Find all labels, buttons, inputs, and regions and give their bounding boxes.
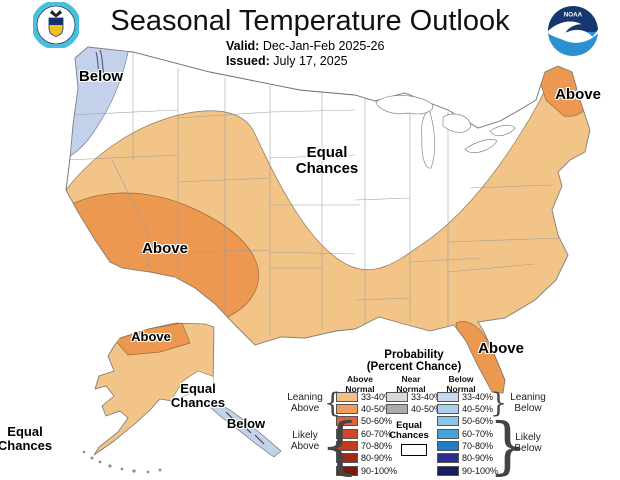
legend-row: 70-80% xyxy=(437,441,498,452)
legend-row: 40-50% xyxy=(386,403,443,414)
legend-equal-chances-swatch xyxy=(401,444,428,457)
seal-eagle-icon xyxy=(50,10,62,18)
legend-title: Probability xyxy=(384,349,444,361)
panhandle-mountains xyxy=(225,411,265,445)
range-label: 90-100% xyxy=(462,465,499,476)
range-label: 60-70% xyxy=(361,428,393,439)
legend-col-below-normal: Below Normal xyxy=(446,374,476,394)
map-label-below-pnw: Below xyxy=(78,68,124,85)
map-label-above-florida: Above xyxy=(478,340,524,357)
swatch-above-50-60 xyxy=(336,416,358,427)
swatch-above-90-100 xyxy=(336,465,358,476)
legend-row: 33-40% xyxy=(437,391,498,402)
legend-col-near-normal: Near Normal xyxy=(396,374,426,394)
swatch-above-70-80 xyxy=(336,441,358,452)
legend-row: 90-100% xyxy=(336,465,398,476)
swatch-above-60-70 xyxy=(336,428,358,439)
leaning-above-brace: { xyxy=(324,388,342,419)
valid-line: Valid: Dec-Jan-Feb 2025-26 xyxy=(226,39,384,54)
legend-below-column: 33-40% 40-50% 50-60% 60-70% 70-80% 80-90… xyxy=(437,391,499,479)
legend-row: 70-80% xyxy=(336,441,397,452)
map-label-equal-center: Equal Chances xyxy=(295,144,359,177)
legend-row: 50-60% xyxy=(336,416,397,427)
legend-row: 90-100% xyxy=(437,465,499,476)
legend-row: 50-60% xyxy=(437,416,498,427)
legend-col-above-normal: Above Normal xyxy=(345,374,375,394)
swatch-below-33-40 xyxy=(437,391,459,402)
legend-row: 80-90% xyxy=(437,453,498,464)
page-title: Seasonal Temperature Outlook xyxy=(110,5,510,37)
issued-value: July 17, 2025 xyxy=(273,54,348,68)
alaska-above-33-40 xyxy=(93,322,215,456)
swatch-below-60-70 xyxy=(437,428,459,439)
legend-row: 33-40% xyxy=(336,391,397,402)
noaa-logo-text: NOAA xyxy=(564,12,583,19)
legend-near-column: 33-40% 40-50% Equal Chances xyxy=(386,391,443,457)
likely-above-brace: { xyxy=(320,409,360,480)
legend-row: 80-90% xyxy=(336,453,397,464)
legend-row: 40-50% xyxy=(437,403,498,414)
range-label: 80-90% xyxy=(462,453,494,464)
range-label: 60-70% xyxy=(462,428,494,439)
legend-leaning-above-label: Leaning Above xyxy=(287,392,323,414)
range-label: 50-60% xyxy=(361,416,393,427)
range-label: 80-90% xyxy=(361,453,393,464)
legend-row: 60-70% xyxy=(437,428,498,439)
great-lakes xyxy=(375,95,516,169)
swatch-below-80-90 xyxy=(437,453,459,464)
valid-label: Valid: xyxy=(226,39,260,53)
legend-row: 33-40% xyxy=(386,391,443,402)
legend-likely-below-label: Likely Below xyxy=(514,432,542,454)
legend-row: 40-50% xyxy=(336,403,397,414)
swatch-above-33-40 xyxy=(336,391,358,402)
noaa-logo-icon: NOAA xyxy=(547,5,599,57)
range-label: 40-50% xyxy=(411,403,443,414)
range-label: 70-80% xyxy=(361,441,393,452)
valid-value: Dec-Jan-Feb 2025-26 xyxy=(262,39,385,53)
leaning-below-brace: } xyxy=(490,388,508,419)
noaa-bird-icon xyxy=(547,21,599,43)
map-label-equal-alaska: Equal Chances xyxy=(170,381,226,410)
legend-row: 60-70% xyxy=(336,428,397,439)
range-label: 33-40% xyxy=(411,391,443,402)
range-label: 40-50% xyxy=(462,403,494,414)
state-borders xyxy=(66,52,561,337)
swatch-below-90-100 xyxy=(437,465,459,476)
swatch-below-50-60 xyxy=(437,416,459,427)
puget-sound-detail xyxy=(95,49,107,83)
range-label: 40-50% xyxy=(361,403,393,414)
valid-issued-block: Valid: Dec-Jan-Feb 2025-26 Issued: July … xyxy=(226,39,384,69)
swatch-near-33-40 xyxy=(386,391,408,402)
map-label-above-alaska: Above xyxy=(131,329,171,344)
alaska-above-40-50-north xyxy=(114,323,191,356)
legend-leaning-below-label: Leaning Below xyxy=(510,392,546,414)
range-label: 90-100% xyxy=(361,465,398,476)
issued-line: Issued: July 17, 2025 xyxy=(226,54,384,69)
issued-label: Issued: xyxy=(226,54,270,68)
likely-below-brace: } xyxy=(488,409,528,480)
range-label: 33-40% xyxy=(361,391,393,402)
map-label-above-northeast: Above xyxy=(555,86,601,103)
dept-of-commerce-seal-icon xyxy=(33,2,79,48)
range-label: 50-60% xyxy=(462,416,494,427)
swatch-below-40-50 xyxy=(437,403,459,414)
legend-subtitle: (Percent Chance) xyxy=(366,361,462,373)
swatch-above-80-90 xyxy=(336,453,358,464)
swatch-above-40-50 xyxy=(336,403,358,414)
swatch-near-40-50 xyxy=(386,403,408,414)
swatch-below-70-80 xyxy=(437,441,459,452)
aleutian-islands xyxy=(82,450,162,474)
map-label-above-southwest: Above xyxy=(142,240,188,257)
legend-equal-chances-label: Equal Chances xyxy=(389,420,429,442)
range-label: 70-80% xyxy=(462,441,494,452)
legend-likely-above-label: Likely Above xyxy=(290,430,320,452)
map-label-equal-hawaii: Equal Chances xyxy=(0,424,53,453)
legend-above-column: 33-40% 40-50% 50-60% 60-70% 70-80% 80-90… xyxy=(336,391,398,479)
map-label-below-alaska: Below xyxy=(226,416,266,431)
range-label: 33-40% xyxy=(462,391,494,402)
